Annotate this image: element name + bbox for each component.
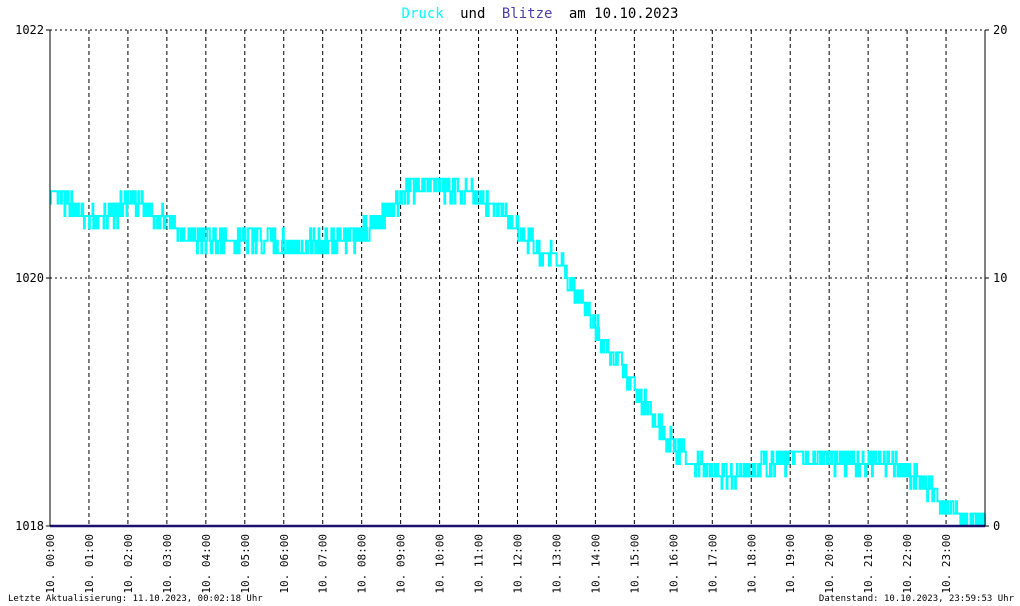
x-tick-label: 10. 22:00: [901, 534, 914, 594]
x-tick-label: 10. 01:00: [83, 534, 96, 594]
x-tick-label: 10. 04:00: [200, 534, 213, 594]
title-blitze: Blitze: [502, 6, 553, 22]
x-tick-label: 10. 18:00: [745, 534, 758, 594]
x-tick-label: 10. 21:00: [862, 534, 875, 594]
title-druck: Druck: [402, 6, 445, 22]
x-tick-label: 10. 00:00: [44, 534, 57, 594]
x-tick-label: 10. 20:00: [823, 534, 836, 594]
x-tick-label: 10. 06:00: [278, 534, 291, 594]
title-und: und: [460, 6, 485, 22]
y-axis-left: 1018 1020 1022: [15, 23, 50, 533]
x-tick-label: 10. 07:00: [317, 534, 330, 594]
y-axis-right: 0 10 20: [985, 23, 1007, 533]
x-tick-label: 10. 12:00: [512, 534, 525, 594]
x-tick-label: 10. 03:00: [161, 534, 174, 594]
footer-last-update: Letzte Aktualisierung: 11.10.2023, 00:02…: [8, 594, 263, 604]
x-tick-label: 10. 14:00: [589, 534, 602, 594]
x-tick-label: 10. 10:00: [434, 534, 447, 594]
y-left-tick-label: 1022: [15, 23, 44, 37]
x-tick-label: 10. 11:00: [473, 534, 486, 594]
x-tick-label: 10. 09:00: [395, 534, 408, 594]
x-tick-label: 10. 16:00: [667, 534, 680, 594]
x-tick-label: 10. 15:00: [628, 534, 641, 594]
footer-data-timestamp: Datenstand: 10.10.2023, 23:59:53 Uhr: [819, 594, 1015, 604]
y-left-tick-label: 1020: [15, 271, 44, 285]
chart-title: Druck und Blitze am 10.10.2023: [402, 6, 679, 22]
y-right-tick-label: 10: [993, 271, 1007, 285]
y-left-tick-label: 1018: [15, 519, 44, 533]
x-axis: 10. 00:00 10. 01:00 10. 02:00 10. 03:00 10. …: [44, 534, 953, 594]
x-tick-label: 10. 05:00: [239, 534, 252, 594]
x-tick-label: 10. 19:00: [784, 534, 797, 594]
x-tick-label: 10. 17:00: [706, 534, 719, 594]
x-tick-label: 10. 08:00: [356, 534, 369, 594]
x-tick-label: 10. 02:00: [122, 534, 135, 594]
y-right-tick-label: 0: [993, 519, 1000, 533]
title-date: am 10.10.2023: [569, 6, 679, 22]
x-tick-label: 10. 23:00: [940, 534, 953, 594]
series-druck: [49, 177, 986, 527]
druck-line: [49, 177, 986, 527]
y-right-tick-label: 20: [993, 23, 1007, 37]
grid: [50, 29, 985, 527]
x-tick-label: 10. 13:00: [551, 534, 564, 594]
